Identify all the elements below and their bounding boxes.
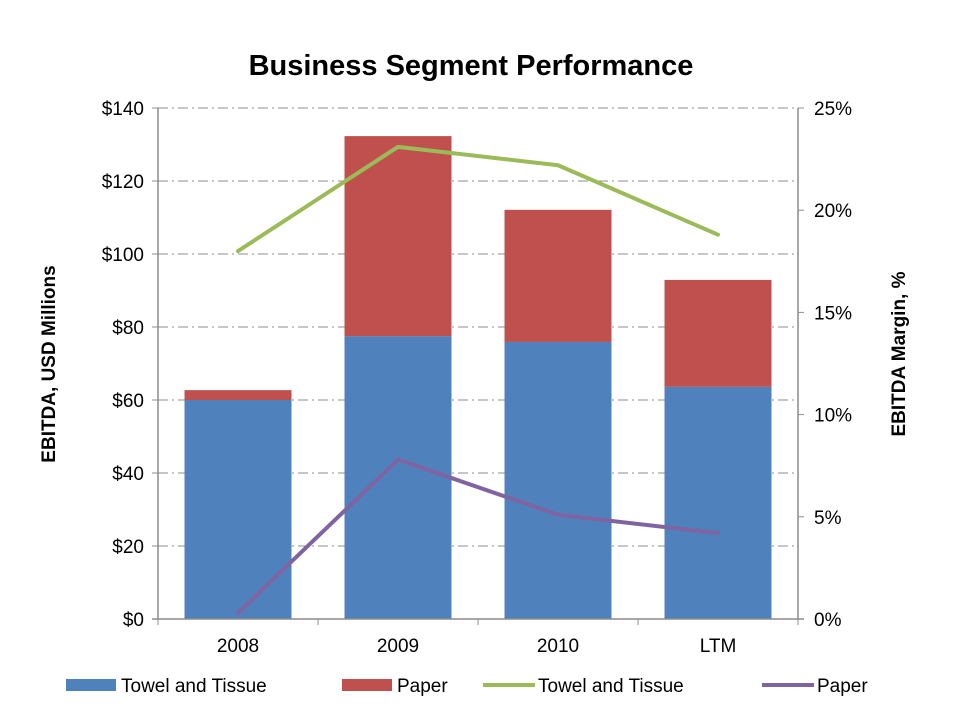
bars xyxy=(184,136,772,619)
line-paper-margin xyxy=(236,457,720,615)
x-tick-label: 2010 xyxy=(537,636,579,657)
bar-paper-ltm xyxy=(664,279,772,387)
bar-paper-2010 xyxy=(504,209,612,342)
bar-paper-2009 xyxy=(344,136,452,337)
y2-tick-label: 15% xyxy=(814,303,852,324)
lines xyxy=(236,144,720,615)
legend-swatch-bar xyxy=(342,679,392,691)
y2-tick-label: 20% xyxy=(814,201,852,222)
legend-label: Paper xyxy=(817,676,868,697)
legend-label: Towel and Tissue xyxy=(121,676,267,697)
bar-towel-and-tissue-2008 xyxy=(184,400,292,619)
y-tick-label: $80 xyxy=(112,318,144,339)
x-axis-ticks: 2008 2009 2010 LTM xyxy=(157,619,799,657)
legend-swatch-bar xyxy=(66,679,116,691)
bar-towel-and-tissue-2009 xyxy=(344,336,452,619)
y-tick-label: $0 xyxy=(123,610,144,631)
y2-tick-label: 5% xyxy=(814,508,842,529)
x-tick-label: LTM xyxy=(700,636,737,657)
bar-paper-2008 xyxy=(184,390,292,400)
bar-towel-and-tissue-ltm xyxy=(664,386,772,619)
y-axis-ticks: $0 $20 $40 $60 $80 $100 $120 $140 xyxy=(102,99,158,631)
y-tick-label: $140 xyxy=(102,99,144,120)
x-tick-label: 2009 xyxy=(377,636,419,657)
y2-tick-label: 0% xyxy=(814,610,842,631)
y-tick-label: $100 xyxy=(102,245,144,266)
y-tick-label: $20 xyxy=(112,537,144,558)
y-axis-title: EBITDA, USD Millions xyxy=(39,265,60,462)
y-tick-label: $120 xyxy=(102,172,144,193)
y2-axis-title: EBITDA Margin, % xyxy=(889,271,910,436)
y2-tick-label: 25% xyxy=(814,99,852,120)
legend-label: Towel and Tissue xyxy=(538,676,684,697)
y2-axis-ticks: 0% 5% 10% 15% 20% 25% xyxy=(798,99,852,631)
x-tick-label: 2008 xyxy=(217,636,259,657)
chart-title: Business Segment Performance xyxy=(249,50,694,82)
legend: Towel and Tissue Paper Towel and Tissue Pap… xyxy=(66,676,868,697)
line-towel-and-tissue-margin xyxy=(236,144,720,254)
y-tick-label: $60 xyxy=(112,391,144,412)
legend-label: Paper xyxy=(397,676,448,697)
y2-tick-label: 10% xyxy=(814,406,852,427)
y-tick-label: $40 xyxy=(112,464,144,485)
bar-towel-and-tissue-2010 xyxy=(504,341,612,619)
